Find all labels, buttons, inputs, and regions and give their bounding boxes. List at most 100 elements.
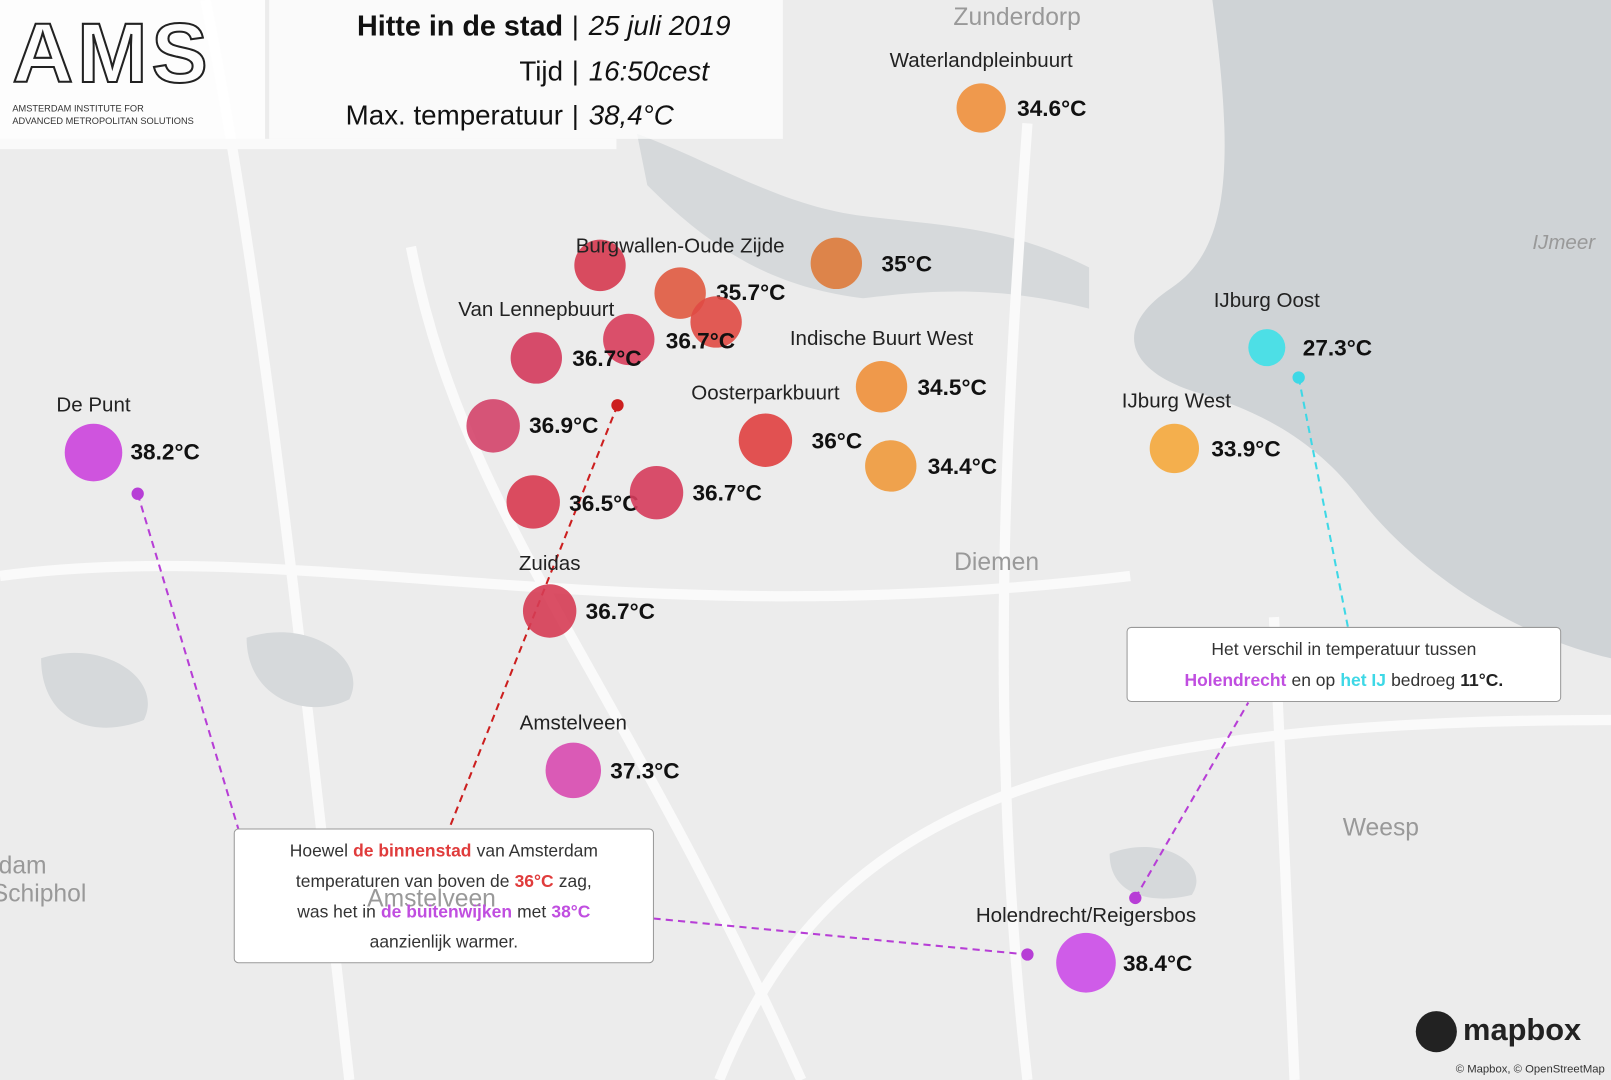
station-marker (522, 584, 577, 638)
callout-text: de buitenwijken (381, 901, 512, 921)
water-ijmeer (1134, 0, 1611, 659)
sep: | (572, 100, 579, 130)
callout-line: Het verschil in temperatuur tussen (1211, 639, 1476, 659)
station-name: Van Lennepbuurt (458, 298, 614, 321)
callout-text: 36°C (515, 871, 554, 891)
callout-text: 11°C. (1460, 670, 1503, 690)
water-ij (637, 133, 1090, 309)
title: Hitte in de stad (357, 10, 563, 42)
station-marker (865, 440, 917, 492)
callout-text: Het verschil in temperatuur tussen (1211, 639, 1476, 659)
callout-line: temperaturen van boven de 36°C zag, (296, 871, 592, 891)
station-marker (545, 742, 602, 799)
station-temp: 36.9°C (529, 413, 598, 438)
station-temp: 27.3°C (1303, 336, 1372, 361)
sep: | (572, 56, 579, 86)
date: 25 juli 2019 (588, 10, 731, 41)
logo-panel (0, 0, 266, 139)
callout-text: het IJ (1340, 670, 1386, 690)
callout-text: aanzienlijk warmer. (370, 931, 518, 951)
place-label: Diemen (954, 549, 1039, 576)
station-temp: 36.7°C (692, 481, 761, 506)
station-name: Zuidas (519, 552, 581, 575)
place-label: Amstelveen (367, 886, 496, 913)
station-name: De Punt (56, 394, 130, 417)
station-temp: 36.5°C (569, 491, 638, 516)
station-name: Waterlandpleinbuurt (890, 49, 1073, 72)
callout-text: met (517, 901, 546, 921)
station-marker (1149, 423, 1200, 474)
logo: AMS (12, 6, 212, 100)
station-marker (690, 296, 742, 348)
max: 38,4°C (589, 100, 675, 131)
station-temp: 34.5°C (917, 375, 986, 400)
station-marker (855, 361, 908, 413)
station-temp: 35°C (882, 251, 933, 276)
max-label: Max. temperatuur (346, 100, 563, 131)
station-temp: 36.7°C (572, 346, 641, 371)
station-name: Burgwallen-Oude Zijde (576, 234, 785, 257)
station-temp: 37.3°C (610, 758, 679, 783)
station-name: Oosterparkbuurt (691, 381, 840, 404)
mapbox-logo (1415, 1011, 1457, 1053)
callout-text: Hoewel (290, 840, 348, 860)
callout-line: aanzienlijk warmer. (370, 931, 518, 951)
callout-box (233, 828, 654, 964)
station-temp: 38.2°C (130, 440, 199, 465)
station-name: Amstelveen (520, 712, 627, 735)
credits: © Mapbox, © OpenStreetMap (1456, 1064, 1605, 1076)
station-temp: 34.4°C (928, 454, 997, 479)
place-label: IJmeer (1532, 231, 1596, 254)
station-marker (810, 237, 863, 290)
station-marker (1056, 932, 1116, 993)
station-marker (738, 413, 793, 467)
station-marker (64, 423, 123, 482)
sep: | (572, 11, 579, 41)
station-marker (654, 267, 706, 319)
place-label: rdam (0, 853, 47, 880)
callout-text: de binnenstad (353, 840, 471, 860)
place-label: Weesp (1343, 815, 1419, 842)
mapbox-brand: mapbox (1463, 1012, 1581, 1047)
callout-line: Hoewel de binnenstad van Amsterdam (290, 840, 598, 860)
station-temp: 36.7°C (586, 599, 655, 624)
callout-box (1126, 626, 1562, 702)
callout-text: Holendrecht (1185, 670, 1287, 690)
leader-dots (131, 371, 1305, 961)
logo-line: AMSTERDAM INSTITUTE FOR (12, 103, 144, 113)
station-name: IJburg West (1122, 390, 1231, 413)
station-marker (956, 83, 1006, 133)
title-panel (269, 0, 783, 139)
callout-text: 38°C (551, 901, 590, 921)
station-temp: 33.9°C (1211, 436, 1280, 461)
logo-line: ADVANCED METROPOLITAN SOLUTIONS (12, 116, 194, 126)
station-name: IJburg Oost (1214, 289, 1320, 312)
time-label: Tijd (519, 55, 563, 86)
callout-text: temperaturen van boven de (296, 871, 510, 891)
callout-line: was het in de buitenwijken met 38°C (296, 901, 590, 921)
station-name: Holendrecht/Reigersbos (976, 904, 1196, 927)
place-label: Schiphol (0, 880, 86, 907)
callout-text: bedroeg (1391, 670, 1455, 690)
station-temp: 34.6°C (1017, 96, 1086, 121)
station-marker (466, 399, 520, 453)
station-temp: 38.4°C (1123, 951, 1192, 976)
station-marker (603, 313, 655, 366)
place-label: Zunderdorp (953, 4, 1080, 31)
callout-text: was het in (296, 901, 376, 921)
station-temp: 36°C (812, 428, 863, 453)
time: 16:50cest (589, 55, 711, 86)
station-marker (506, 475, 560, 529)
callout-text: en op (1292, 670, 1336, 690)
callout-line: Holendrecht en op het IJ bedroeg 11°C. (1185, 670, 1504, 690)
callout-text: zag, (559, 871, 592, 891)
station-marker (1248, 329, 1286, 367)
station-temp: 36.7°C (666, 328, 735, 353)
station-marker (510, 332, 563, 384)
station-name: Indische Buurt West (790, 327, 974, 350)
callout-text: van Amsterdam (477, 840, 598, 860)
lakes (41, 632, 1197, 899)
station-marker (629, 465, 684, 520)
